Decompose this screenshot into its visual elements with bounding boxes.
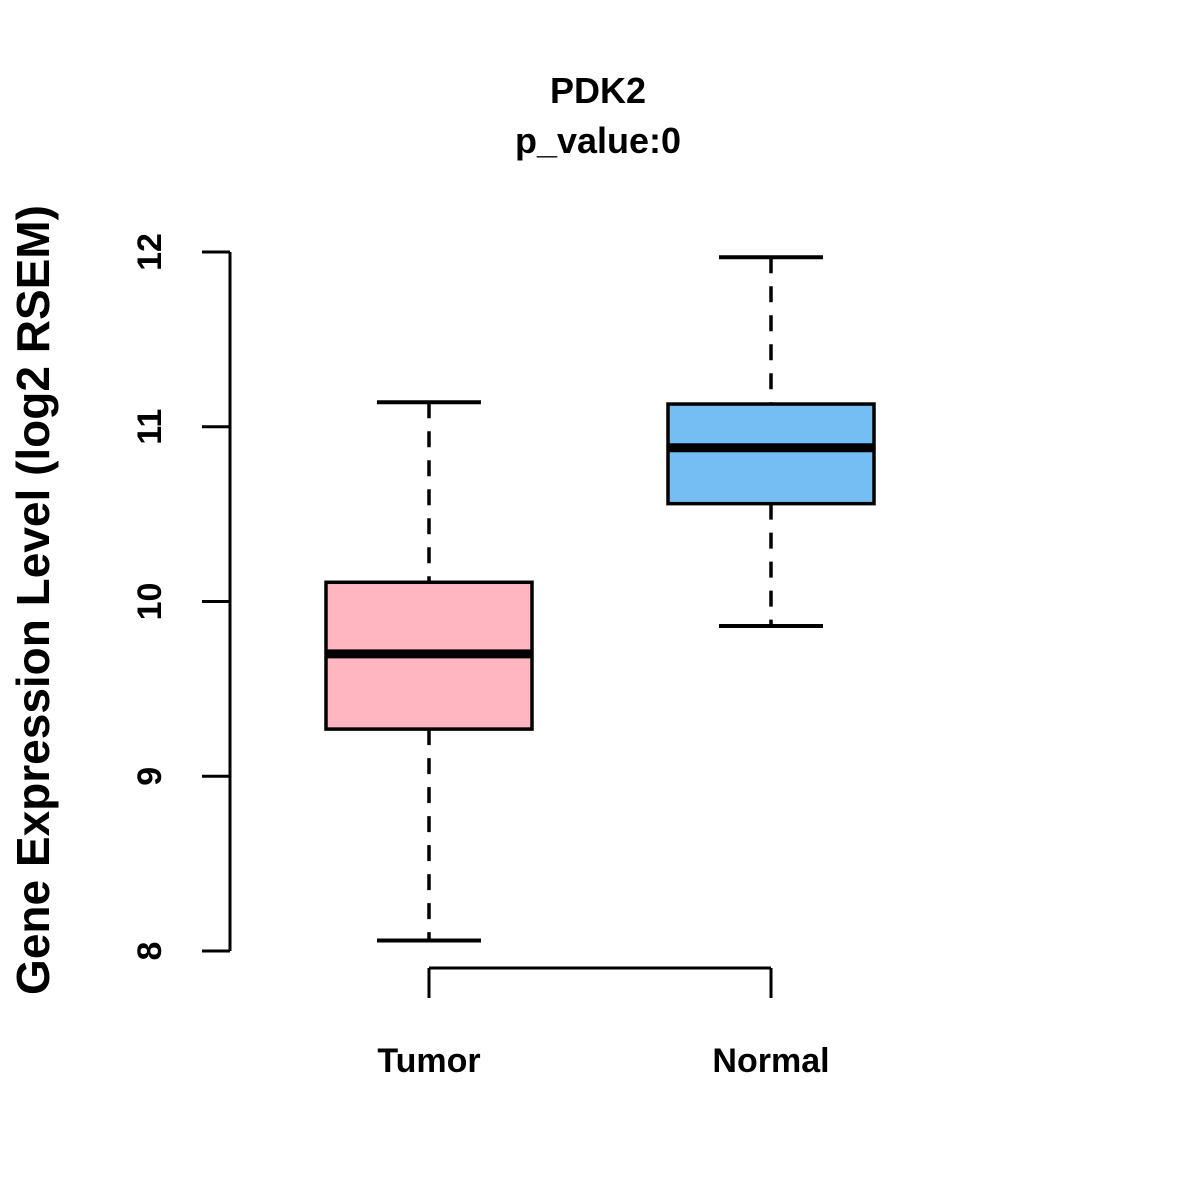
- y-axis-tick-label: 12: [131, 233, 169, 271]
- x-axis-category-label: Tumor: [377, 1042, 480, 1080]
- box-series: [324, 255, 876, 943]
- y-axis: 8 9 10 11 12: [131, 233, 232, 961]
- y-axis-label: Gene Expression Level (log2 RSEM): [7, 205, 59, 995]
- iqr-box: [666, 402, 876, 506]
- chart-subtitle: p_value:0: [515, 120, 681, 161]
- y-axis-tick-label: 10: [131, 583, 169, 621]
- y-axis-tick-label: 8: [131, 942, 169, 961]
- x-axis-category-label: Normal: [712, 1042, 829, 1080]
- boxplot-group-tumor: [324, 400, 534, 943]
- boxplot-group-normal: [666, 255, 876, 628]
- y-axis-tick-label: 11: [131, 409, 169, 445]
- chart-title: PDK2: [550, 70, 646, 111]
- x-axis: Tumor Normal: [377, 966, 830, 1080]
- y-axis-tick-label: 9: [131, 767, 169, 786]
